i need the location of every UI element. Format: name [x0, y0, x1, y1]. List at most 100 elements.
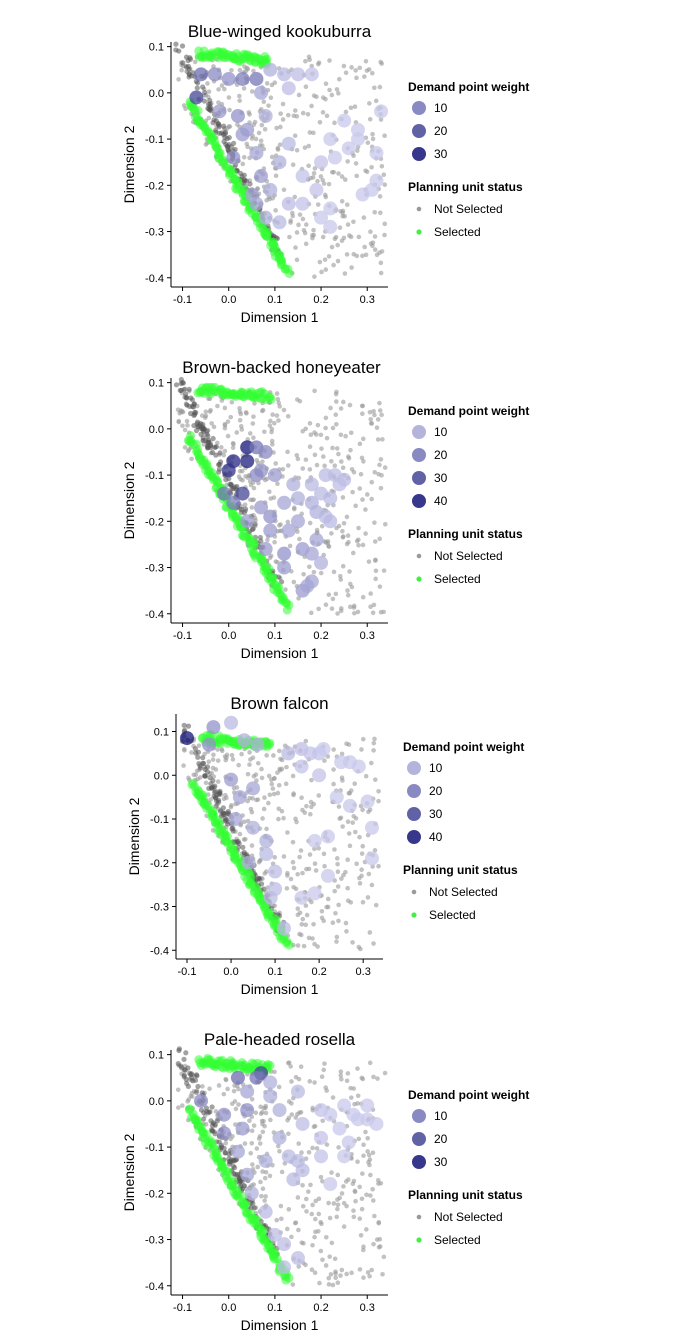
not-selected-point — [324, 1234, 329, 1240]
not-selected-point — [268, 95, 274, 101]
not-selected-point — [322, 758, 327, 763]
not-selected-point — [332, 120, 337, 126]
not-selected-point — [369, 760, 374, 766]
not-selected-point — [203, 1108, 210, 1115]
not-selected-point — [263, 1194, 268, 1199]
not-selected-point — [194, 419, 201, 425]
not-selected-point — [352, 781, 358, 787]
not-selected-point — [189, 1094, 195, 1099]
not-selected-point — [203, 409, 209, 414]
weight-legend-swatch — [412, 1109, 426, 1123]
chart-title: Blue-winged kookuburra — [188, 22, 372, 41]
not-selected-point — [229, 399, 235, 405]
not-selected-point — [364, 1227, 369, 1232]
not-selected-point — [308, 799, 314, 805]
not-selected-point — [363, 773, 369, 779]
not-selected-point — [328, 1272, 334, 1277]
demand-point — [290, 1251, 305, 1266]
not-selected-point — [251, 485, 257, 491]
not-selected-point — [249, 809, 255, 815]
not-selected-point — [272, 420, 277, 426]
y-tick-label: 0.0 — [154, 770, 169, 782]
not-selected-point — [325, 539, 331, 544]
status-legend-label: Not Selected — [434, 549, 503, 563]
not-selected-point — [303, 738, 309, 744]
not-selected-point — [216, 100, 221, 105]
not-selected-point — [306, 935, 312, 941]
not-selected-point — [335, 1280, 341, 1285]
not-selected-point — [329, 531, 334, 536]
demand-point — [329, 790, 344, 805]
not-selected-point — [213, 452, 219, 458]
not-selected-point — [327, 1254, 332, 1259]
not-selected-point — [379, 412, 384, 418]
not-selected-point — [181, 1056, 187, 1062]
not-selected-point — [377, 462, 382, 468]
not-selected-point — [339, 238, 345, 244]
not-selected-point — [247, 762, 252, 767]
not-selected-point — [378, 609, 384, 615]
not-selected-point — [360, 843, 366, 849]
not-selected-point — [255, 797, 261, 802]
demand-point — [240, 1084, 255, 1099]
demand-point — [320, 829, 335, 844]
x-tick-label: 0.3 — [360, 1302, 375, 1314]
demand-point — [254, 85, 269, 100]
demand-point — [304, 477, 319, 492]
not-selected-point — [325, 896, 331, 902]
not-selected-point — [319, 523, 325, 529]
not-selected-point — [319, 908, 325, 914]
not-selected-point — [356, 542, 361, 548]
not-selected-point — [365, 1270, 371, 1275]
not-selected-point — [258, 138, 264, 144]
not-selected-point — [341, 520, 347, 526]
status-legend-label: Not Selected — [434, 202, 503, 216]
not-selected-point — [340, 495, 346, 500]
not-selected-point — [344, 541, 350, 547]
not-selected-point — [275, 147, 281, 152]
not-selected-point — [222, 425, 228, 431]
not-selected-point — [229, 1101, 235, 1107]
not-selected-point — [327, 87, 332, 93]
not-selected-point — [206, 115, 212, 121]
demand-point — [272, 155, 287, 170]
not-selected-point — [288, 1064, 293, 1069]
not-selected-point — [294, 452, 300, 458]
not-selected-point — [304, 1209, 309, 1214]
demand-point — [295, 1116, 310, 1131]
not-selected-point — [315, 178, 320, 184]
not-selected-point — [346, 831, 352, 836]
not-selected-point — [336, 451, 341, 457]
not-selected-point — [244, 141, 250, 147]
not-selected-point — [311, 130, 316, 136]
not-selected-point — [308, 175, 313, 181]
not-selected-point — [205, 101, 212, 107]
weight-legend-label: 10 — [434, 101, 448, 115]
y-tick-label: 0.0 — [149, 88, 164, 100]
not-selected-point — [367, 409, 373, 415]
not-selected-point — [297, 536, 302, 542]
y-axis-label: Dimension 2 — [126, 797, 142, 875]
not-selected-point — [348, 105, 354, 111]
not-selected-point — [320, 1118, 325, 1124]
not-selected-point — [216, 469, 222, 475]
not-selected-point — [341, 1184, 346, 1189]
not-selected-point — [200, 425, 206, 432]
not-selected-point — [341, 399, 346, 405]
not-selected-point — [339, 606, 344, 611]
weight-legend-label: 20 — [434, 124, 448, 138]
not-selected-point — [374, 252, 380, 258]
not-selected-point — [379, 163, 385, 169]
demand-point — [320, 868, 335, 883]
not-selected-point — [277, 748, 282, 754]
not-selected-point — [355, 1066, 360, 1071]
not-selected-point — [284, 764, 289, 770]
demand-point — [249, 71, 264, 86]
demand-point — [217, 486, 232, 501]
not-selected-point — [363, 507, 368, 512]
not-selected-point — [372, 234, 378, 239]
demand-points — [180, 715, 379, 936]
not-selected-point — [217, 450, 223, 456]
not-selected-point — [330, 596, 336, 602]
weight-legend-swatch — [407, 830, 421, 844]
